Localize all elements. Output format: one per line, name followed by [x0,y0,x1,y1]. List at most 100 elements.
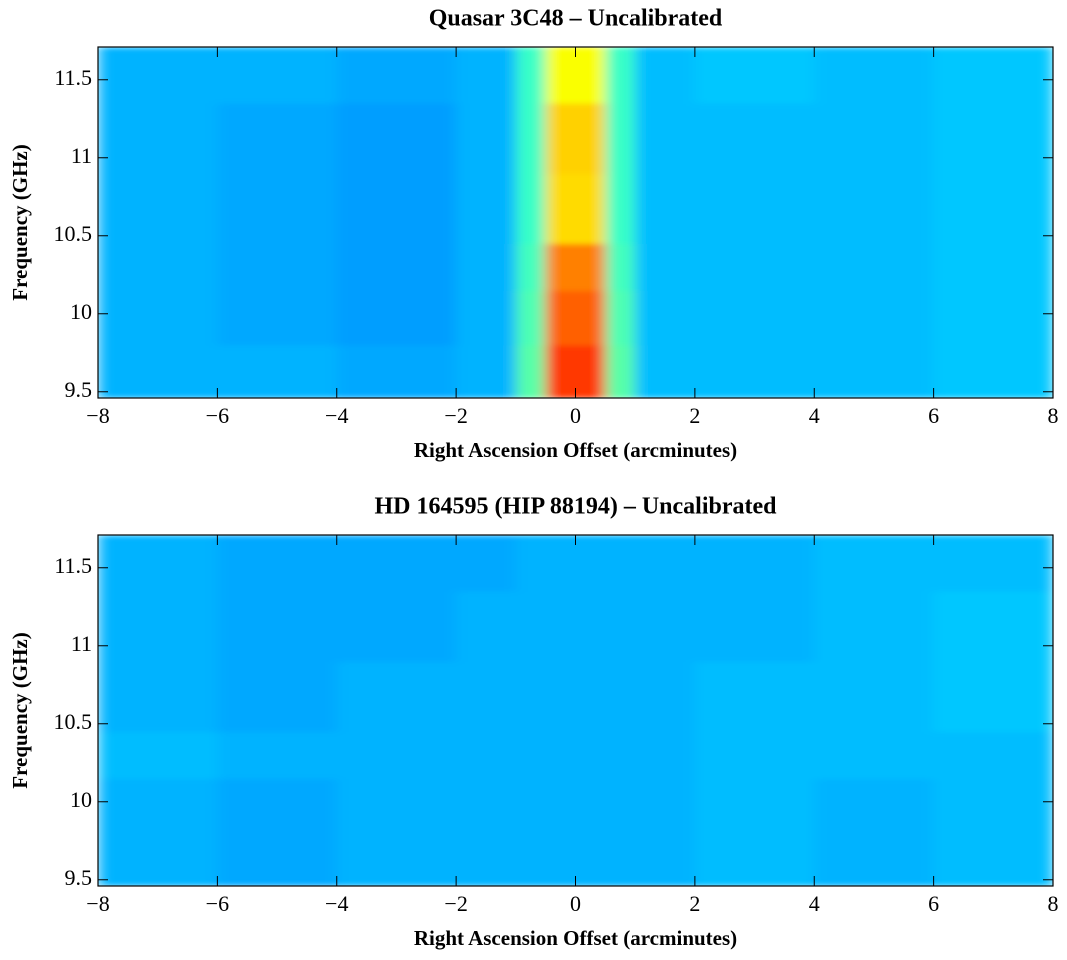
heat-cell [694,535,815,592]
heat-cell [814,243,935,291]
heat-cell [814,173,935,245]
x-tick-label: 2 [689,403,700,428]
heat-cell [635,173,696,245]
heat-cell [814,290,935,346]
x-tick-label: 6 [928,891,939,916]
heat-cell [545,661,606,733]
chart-title: HD 164595 (HIP 88194) – Uncalibrated [375,494,778,520]
heat-cell [933,535,1054,592]
y-tick-label: 10 [70,787,92,812]
heat-cell [635,661,696,733]
heat-cell [635,591,696,662]
x-tick-label: 8 [1048,403,1059,428]
heat-cell [933,173,1054,245]
heat-cell [933,290,1054,346]
heat-cell [336,243,457,291]
heat-cell [515,173,547,245]
heat-cell [336,591,457,662]
heat-cell [933,243,1054,291]
heat-cell [98,173,218,245]
heat-cell [605,243,636,291]
heat-cell [515,778,547,834]
heat-cell [933,731,1054,779]
heat-cell [694,661,815,733]
heat-cell [933,103,1054,174]
x-tick-label: −6 [206,891,229,916]
heat-cell [515,243,547,291]
heat-cell [635,778,696,834]
heat-cell [456,731,517,779]
heat-cell [336,103,457,174]
heat-cell [515,103,547,174]
heat-cell [814,535,935,592]
heat-cell [545,778,606,834]
y-tick-label: 11.5 [54,553,92,578]
heat-cell [635,290,696,346]
heat-cell [635,832,696,887]
heat-cell [635,731,696,779]
heat-cell [933,778,1054,834]
y-tick-label: 9.5 [65,865,93,890]
heatmap-cells [98,47,1054,399]
x-tick-label: −6 [206,403,229,428]
heat-cell [98,591,218,662]
x-tick-label: −2 [444,891,467,916]
heat-cell [814,103,935,174]
y-tick-label: 11 [71,631,92,656]
heat-cell [933,661,1054,733]
heat-cell [933,832,1054,887]
heat-cell [336,344,457,399]
y-axis-label: Frequency (GHz) [8,144,32,301]
heat-cell [605,832,636,887]
heat-cell [605,591,636,662]
x-axis-label: Right Ascension Offset (arcminutes) [414,926,737,950]
heat-cell [515,661,547,733]
heat-cell [217,103,338,174]
x-axis-label: Right Ascension Offset (arcminutes) [414,438,737,462]
heat-cell [98,290,218,346]
heat-cell [456,173,517,245]
heat-cell [456,47,517,104]
heat-cell [545,173,606,245]
heat-cell [456,290,517,346]
x-tick-label: 0 [570,891,581,916]
heat-cell [336,731,457,779]
y-tick-label: 10.5 [54,709,93,734]
heat-cell [694,778,815,834]
x-tick-label: 4 [809,891,820,916]
heat-cell [814,47,935,104]
heat-cell [635,47,696,104]
heat-cell [336,832,457,887]
y-tick-label: 10 [70,299,92,324]
heat-cell [336,290,457,346]
heat-cell [98,535,218,592]
heat-cell [605,731,636,779]
chart-title: Quasar 3C48 – Uncalibrated [429,6,723,32]
x-tick-label: −8 [86,403,109,428]
heat-cell [217,778,338,834]
heat-cell [694,243,815,291]
heatmap-cells [98,535,1054,887]
heat-cell [98,832,218,887]
heat-cell [694,290,815,346]
heat-cell [515,731,547,779]
heat-cell [814,778,935,834]
heat-cell [605,173,636,245]
heat-cell [694,591,815,662]
x-tick-label: 0 [570,403,581,428]
y-tick-label: 11 [71,143,92,168]
y-axis-label: Frequency (GHz) [8,632,32,789]
heat-cell [456,103,517,174]
heat-cell [635,243,696,291]
heat-cell [515,535,547,592]
heat-cell [98,243,218,291]
heat-cell [336,47,457,104]
heat-cell [605,290,636,346]
heat-cell [336,778,457,834]
heat-cell [217,731,338,779]
heat-cell [98,731,218,779]
heat-cell [217,832,338,887]
heat-cell [814,591,935,662]
